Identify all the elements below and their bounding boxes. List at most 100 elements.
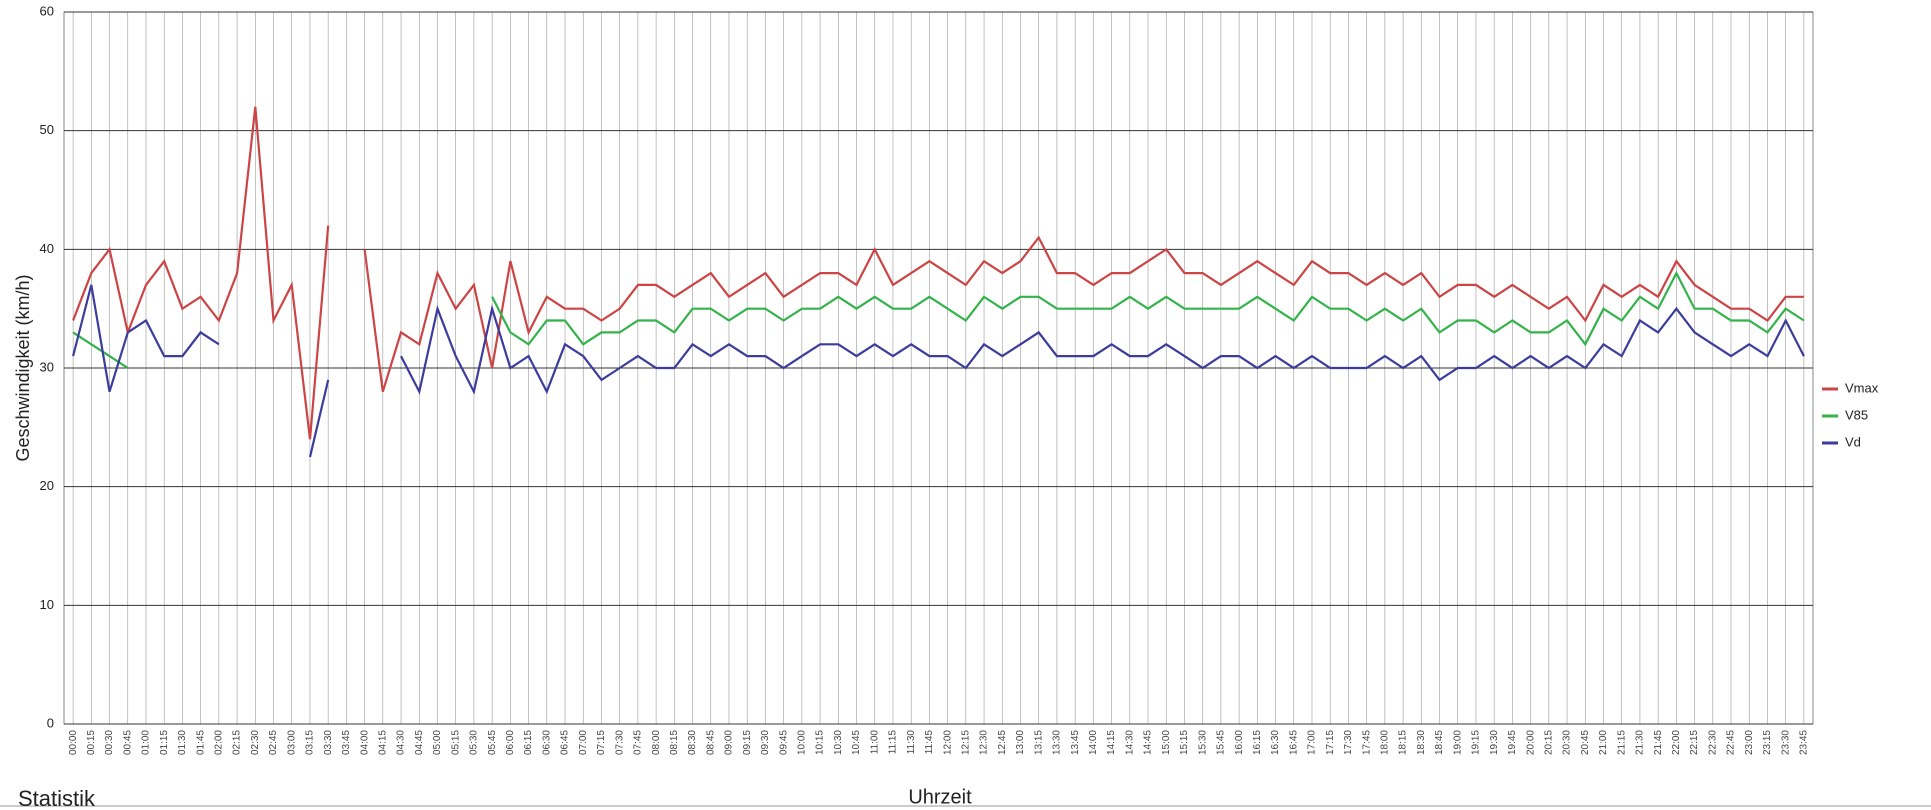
y-tick-label: 20: [40, 478, 54, 493]
x-tick-label: 04:45: [414, 730, 425, 755]
x-tick-label: 17:30: [1343, 730, 1354, 755]
x-tick-label: 18:45: [1434, 730, 1445, 755]
x-tick-label: 17:15: [1325, 730, 1336, 755]
x-tick-label: 12:45: [997, 730, 1008, 755]
x-tick-label: 22:30: [1707, 730, 1718, 755]
x-tick-label: 19:45: [1507, 730, 1518, 755]
x-tick-label: 18:00: [1380, 730, 1391, 755]
x-tick-label: 21:15: [1616, 730, 1627, 755]
x-tick-label: 08:00: [651, 730, 662, 755]
x-tick-label: 14:30: [1124, 730, 1135, 755]
y-tick-label: 60: [40, 3, 54, 18]
x-tick-label: 14:00: [1088, 730, 1099, 755]
x-tick-label: 14:15: [1106, 730, 1117, 755]
x-tick-label: 00:45: [122, 730, 133, 755]
x-tick-label: 06:45: [560, 730, 571, 755]
x-tick-label: 00:00: [68, 730, 79, 755]
x-tick-label: 02:45: [268, 730, 279, 755]
x-axis-label: Uhrzeit: [908, 786, 972, 808]
x-tick-label: 04:30: [396, 730, 407, 755]
x-tick-label: 19:15: [1471, 730, 1482, 755]
x-tick-label: 18:15: [1398, 730, 1409, 755]
y-axis-label: Geschwindigkeit (km/h): [13, 274, 33, 461]
x-tick-label: 03:15: [305, 730, 316, 755]
x-tick-label: 01:45: [195, 730, 206, 755]
x-tick-label: 19:30: [1489, 730, 1500, 755]
x-tick-label: 05:45: [487, 730, 498, 755]
x-tick-label: 16:45: [1288, 730, 1299, 755]
x-tick-label: 03:45: [341, 730, 352, 755]
x-tick-label: 14:45: [1143, 730, 1154, 755]
x-tick-label: 11:30: [906, 730, 917, 755]
x-tick-label: 09:00: [724, 730, 735, 755]
x-tick-label: 20:30: [1562, 730, 1573, 755]
x-tick-label: 12:30: [979, 730, 990, 755]
x-tick-label: 17:45: [1361, 730, 1372, 755]
y-tick-label: 40: [40, 241, 54, 256]
series-line: [72, 284, 1805, 458]
x-tick-label: 06:00: [505, 730, 516, 755]
x-tick-label: 19:00: [1452, 730, 1463, 755]
x-tick-label: 02:30: [250, 730, 261, 755]
x-tick-label: 09:15: [742, 730, 753, 755]
legend-label: V85: [1845, 407, 1868, 422]
x-tick-label: 02:15: [232, 730, 243, 755]
x-tick-label: 08:15: [669, 730, 680, 755]
x-tick-label: 21:45: [1653, 730, 1664, 755]
x-tick-label: 07:15: [596, 730, 607, 755]
x-tick-label: 13:45: [1070, 730, 1081, 755]
x-tick-label: 21:00: [1598, 730, 1609, 755]
x-tick-label: 23:45: [1799, 730, 1810, 755]
x-tick-label: 12:00: [942, 730, 953, 755]
x-tick-label: 07:45: [633, 730, 644, 755]
x-tick-label: 16:15: [1252, 730, 1263, 755]
section-title: Statistik: [18, 786, 96, 810]
x-tick-label: 06:15: [523, 730, 534, 755]
x-tick-label: 01:30: [177, 730, 188, 755]
x-tick-label: 12:15: [960, 730, 971, 755]
x-tick-label: 13:00: [1015, 730, 1026, 755]
x-tick-label: 13:30: [1052, 730, 1063, 755]
x-tick-label: 00:15: [86, 730, 97, 755]
legend-label: Vmax: [1845, 380, 1879, 395]
x-tick-label: 22:15: [1689, 730, 1700, 755]
x-tick-label: 20:00: [1525, 730, 1536, 755]
x-tick-label: 23:15: [1762, 730, 1773, 755]
x-tick-label: 22:00: [1671, 730, 1682, 755]
x-tick-label: 05:30: [469, 730, 480, 755]
x-tick-label: 04:00: [359, 730, 370, 755]
x-tick-label: 03:30: [323, 730, 334, 755]
x-tick-label: 00:30: [104, 730, 115, 755]
x-tick-label: 04:15: [377, 730, 388, 755]
x-tick-label: 05:15: [450, 730, 461, 755]
x-tick-label: 10:15: [815, 730, 826, 755]
x-tick-label: 09:45: [778, 730, 789, 755]
x-tick-label: 11:15: [888, 730, 899, 755]
x-tick-label: 15:15: [1179, 730, 1190, 755]
x-tick-label: 07:30: [614, 730, 625, 755]
x-tick-label: 15:30: [1197, 730, 1208, 755]
x-tick-label: 01:00: [141, 730, 152, 755]
y-tick-label: 0: [47, 715, 54, 730]
x-tick-label: 08:45: [705, 730, 716, 755]
x-tick-label: 07:00: [578, 730, 589, 755]
x-tick-label: 22:45: [1726, 730, 1737, 755]
x-tick-label: 10:00: [797, 730, 808, 755]
x-tick-label: 09:30: [760, 730, 771, 755]
y-tick-label: 30: [40, 359, 54, 374]
x-tick-label: 15:00: [1161, 730, 1172, 755]
y-tick-label: 10: [40, 597, 54, 612]
x-tick-label: 21:30: [1635, 730, 1646, 755]
y-tick-label: 50: [40, 122, 54, 137]
x-tick-label: 15:45: [1216, 730, 1227, 755]
x-tick-label: 20:45: [1580, 730, 1591, 755]
x-tick-label: 10:30: [833, 730, 844, 755]
x-tick-label: 16:00: [1234, 730, 1245, 755]
x-tick-label: 16:30: [1270, 730, 1281, 755]
x-tick-label: 03:00: [286, 730, 297, 755]
x-tick-label: 20:15: [1543, 730, 1554, 755]
x-tick-label: 11:00: [869, 730, 880, 755]
x-tick-label: 17:00: [1307, 730, 1318, 755]
x-tick-label: 18:30: [1416, 730, 1427, 755]
